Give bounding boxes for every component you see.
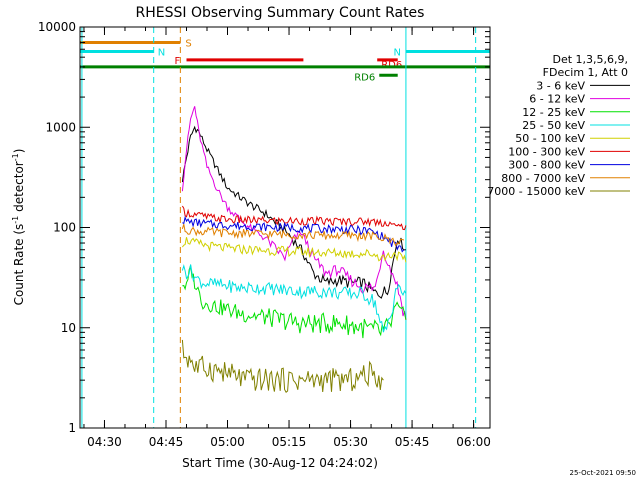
- vertical-markers: [81, 27, 477, 428]
- legend-entry-label: 6 - 12 keV: [529, 93, 585, 106]
- series-line: [182, 265, 407, 339]
- series-line: [181, 224, 405, 247]
- x-tick-label: 06:00: [456, 435, 491, 449]
- series-line: [182, 215, 405, 253]
- series-line: [181, 237, 407, 263]
- y-tick-label: 100: [53, 221, 76, 235]
- legend-entry-label: 7000 - 15000 keV: [487, 185, 585, 198]
- legend-title: FDecim 1, Att 0: [543, 66, 628, 79]
- flag-bar-label: N: [393, 47, 400, 58]
- x-tick-label: 04:30: [87, 435, 122, 449]
- y-axis-label-sup: -1: [11, 216, 20, 224]
- chart-title: RHESSI Observing Summary Count Rates: [136, 5, 425, 21]
- flag-bar-label: F: [174, 56, 180, 67]
- flag-bar-label: RD6: [354, 72, 375, 83]
- series-line: [181, 106, 407, 320]
- series-line: [181, 263, 407, 333]
- y-axis-label-part: ): [12, 149, 26, 154]
- axes: 04:30 04:45 05:00 05:15 05:30 05:45 06:00 1 10 10…: [38, 20, 491, 449]
- series-line: [181, 125, 406, 299]
- y-axis-label-sup: -1: [11, 153, 20, 161]
- flag-bar-label: N: [158, 47, 165, 58]
- series-line: [181, 205, 407, 231]
- legend-entry-label: 300 - 800 keV: [508, 159, 585, 172]
- legend-entry-label: 100 - 300 keV: [508, 145, 585, 158]
- y-axis-label: Count Rate (s-1 detector-1): [11, 149, 26, 306]
- legend-entry-label: 3 - 6 keV: [536, 79, 585, 92]
- y-tick-label: 10000: [38, 20, 76, 34]
- series-group: [181, 106, 407, 393]
- legend-entry-label: 50 - 100 keV: [515, 132, 585, 145]
- y-tick-label: 1000: [45, 120, 76, 134]
- flag-bar-label: S: [185, 39, 191, 50]
- x-tick-label: 04:45: [149, 435, 184, 449]
- x-axis-label: Start Time (30-Aug-12 04:24:02): [182, 456, 378, 470]
- timestamp: 25-Oct-2021 09:50: [570, 469, 636, 477]
- y-tick-label: 10: [61, 321, 76, 335]
- legend-entry-label: 25 - 50 keV: [522, 119, 585, 132]
- x-tick-label: 05:30: [333, 435, 368, 449]
- y-axis-label-part: Count Rate (s: [12, 224, 26, 306]
- legend: Det 1,3,5,6,9,FDecim 1, Att 03 - 6 keV6 …: [487, 53, 630, 198]
- flag-bar-label: RD6: [381, 60, 402, 71]
- legend-title: Det 1,3,5,6,9,: [552, 53, 628, 66]
- y-axis-label-part: detector: [12, 161, 26, 216]
- series-line: [181, 339, 384, 393]
- legend-entry-label: 12 - 25 keV: [522, 106, 585, 119]
- x-tick-label: 05:15: [272, 435, 307, 449]
- legend-entry-label: 800 - 7000 keV: [501, 172, 585, 185]
- y-tick-label: 1: [68, 421, 76, 435]
- x-tick-label: 05:45: [395, 435, 430, 449]
- x-tick-label: 05:00: [210, 435, 245, 449]
